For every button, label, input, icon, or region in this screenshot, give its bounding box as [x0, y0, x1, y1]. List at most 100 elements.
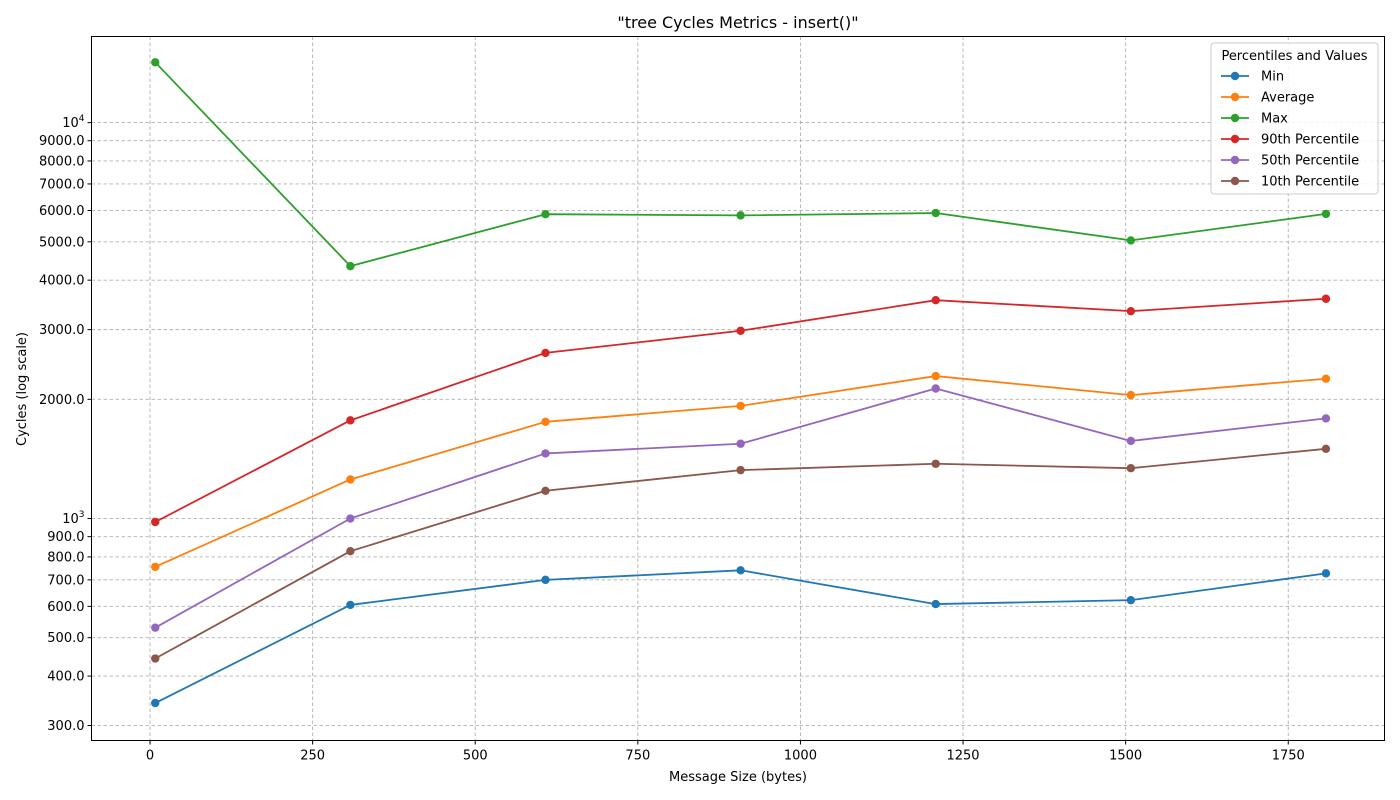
data-point-average: [151, 562, 160, 572]
legend-label: 90th Percentile: [1261, 133, 1359, 148]
data-point-min: [736, 566, 745, 575]
data-point-max: [346, 261, 355, 271]
plot-frame: [91, 36, 1385, 741]
axis-ticks: 0 250 500 750 1000 1250 1500 1750 300.0 400.0 500.…: [39, 114, 1305, 763]
data-point-50th-percentile: [736, 439, 745, 448]
data-point-min: [346, 600, 355, 610]
data-point-90th-percentile: [1126, 306, 1136, 316]
data-point-90th-percentile: [541, 348, 550, 358]
y-tick-label: 800.0: [47, 550, 84, 565]
y-tick-label: 4000.0: [39, 274, 85, 289]
data-point-max: [736, 211, 745, 220]
legend-box: [1210, 42, 1379, 195]
data-point-10th-percentile: [541, 486, 550, 495]
y-tick-label: 5000.0: [39, 235, 85, 250]
data-point-min: [1321, 569, 1331, 578]
y-tick-label: 900.0: [47, 530, 84, 545]
data-point-10th-percentile: [931, 459, 940, 468]
y-tick-label: 300.0: [47, 719, 84, 734]
data-point-50th-percentile: [151, 623, 160, 632]
data-point-min: [151, 698, 160, 708]
legend-label: Min: [1261, 70, 1284, 85]
series-50th-percentile: [151, 384, 1331, 632]
x-axis-label: Message Size (bytes): [669, 770, 807, 785]
y-tick-label: 400.0: [47, 670, 84, 685]
data-point-90th-percentile: [346, 416, 355, 425]
legend-item: 10th Percentile: [1221, 175, 1359, 190]
data-point-50th-percentile: [1321, 414, 1331, 423]
y-tick-label: 9000.0: [39, 134, 85, 149]
data-point-average: [346, 475, 355, 484]
x-tick-label: 1500: [1109, 749, 1142, 764]
data-point-max: [931, 208, 940, 218]
series-10th-percentile: [151, 444, 1331, 663]
series-lines: [151, 58, 1331, 708]
data-point-90th-percentile: [151, 517, 160, 527]
data-point-50th-percentile: [931, 384, 940, 393]
data-point-min: [541, 575, 550, 585]
data-point-max: [1321, 209, 1331, 219]
legend-item: 90th Percentile: [1221, 133, 1359, 148]
legend-item: Max: [1221, 112, 1288, 127]
data-point-max: [1126, 236, 1136, 245]
legend-item: Average: [1221, 91, 1314, 106]
data-point-90th-percentile: [931, 295, 940, 305]
legend-marker: [1230, 113, 1240, 123]
data-point-average: [736, 401, 745, 411]
legend-item: Min: [1221, 70, 1284, 85]
series-min: [151, 566, 1331, 708]
data-point-50th-percentile: [541, 449, 550, 458]
data-point-10th-percentile: [1321, 444, 1331, 454]
data-point-10th-percentile: [151, 654, 160, 663]
legend-marker: [1230, 176, 1240, 186]
data-point-average: [541, 417, 550, 427]
data-point-10th-percentile: [1126, 463, 1136, 473]
data-point-average: [931, 371, 940, 381]
x-tick-label: 250: [300, 749, 325, 764]
legend-title: Percentiles and Values: [1221, 49, 1367, 64]
data-point-10th-percentile: [736, 465, 745, 475]
series-average: [151, 371, 1331, 572]
data-point-max: [541, 210, 550, 219]
legend-item: 50th Percentile: [1221, 154, 1359, 169]
x-tick-label: 1000: [784, 749, 817, 764]
legend-marker: [1230, 71, 1240, 81]
x-tick-label: 1250: [946, 749, 979, 764]
series-max: [151, 58, 1331, 271]
y-tick-label: 600.0: [47, 600, 84, 615]
y-tick-label: 103: [62, 510, 84, 527]
x-tick-label: 1750: [1272, 749, 1305, 764]
data-point-max: [151, 58, 160, 67]
data-point-90th-percentile: [1321, 294, 1331, 303]
data-point-10th-percentile: [346, 546, 355, 556]
data-point-min: [931, 599, 940, 609]
y-tick-label: 7000.0: [39, 177, 85, 192]
x-tick-label: 750: [625, 749, 650, 764]
legend-marker: [1230, 134, 1240, 144]
legend-label: 10th Percentile: [1261, 175, 1359, 190]
y-tick-label: 3000.0: [39, 323, 85, 338]
y-tick-label: 104: [62, 114, 85, 131]
legend: Percentiles and Values Min Average Max 90th …: [1210, 42, 1379, 195]
y-tick-label: 8000.0: [39, 154, 85, 169]
data-point-average: [1126, 390, 1136, 400]
legend-marker: [1230, 155, 1240, 165]
y-tick-label: 6000.0: [39, 204, 85, 219]
legend-label: Max: [1261, 112, 1288, 127]
y-tick-label: 700.0: [47, 573, 84, 588]
data-point-50th-percentile: [346, 514, 355, 523]
data-point-50th-percentile: [1126, 436, 1136, 446]
x-tick-label: 0: [146, 749, 154, 764]
chart-title: "tree Cycles Metrics - insert()": [617, 13, 858, 32]
data-point-average: [1321, 374, 1331, 383]
legend-marker: [1230, 92, 1240, 102]
y-tick-label: 500.0: [47, 631, 84, 646]
x-tick-label: 500: [463, 749, 488, 764]
data-point-min: [1126, 595, 1136, 605]
y-axis-label: Cycles (log scale): [15, 332, 30, 446]
data-point-90th-percentile: [736, 326, 745, 335]
legend-label: Average: [1261, 91, 1314, 106]
series-90th-percentile: [151, 294, 1331, 527]
